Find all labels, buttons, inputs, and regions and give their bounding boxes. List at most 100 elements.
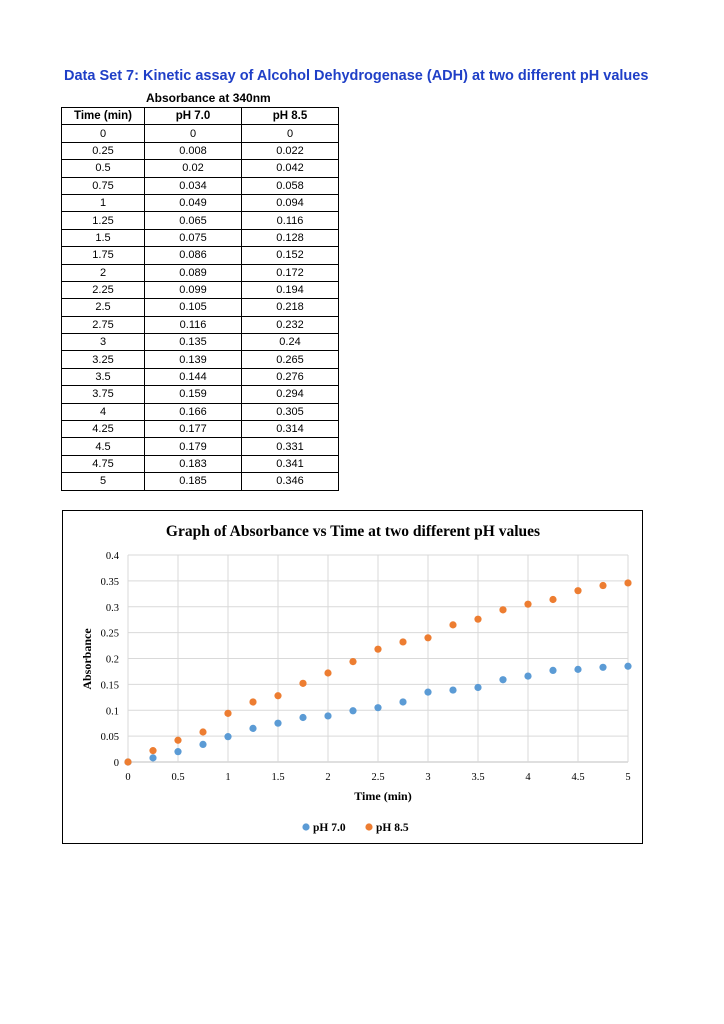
chart-frame: 0 0.05 0.1 0.15 0.2 0.25 0.3 0.35 0.4 0 0.5 1 1.5 2 2.… (62, 510, 643, 844)
table-row: 0.25 0.008 0.022 (61, 141, 339, 161)
table-header-row: Time (min) pH 7.0 pH 8.5 (61, 106, 339, 126)
cell-ph7: 0.185 (144, 472, 242, 491)
data-point-ph7 (474, 683, 482, 692)
cell-ph7: 0.135 (144, 333, 242, 352)
cell-time: 2.5 (61, 298, 145, 317)
cell-ph85: 0.294 (241, 385, 339, 404)
y-tick-label: 0.4 (106, 551, 120, 562)
data-point-ph85 (149, 747, 157, 755)
cell-time: 4.75 (61, 454, 145, 474)
cell-ph85: 0.022 (241, 141, 339, 161)
data-point-ph7 (324, 712, 332, 720)
x-tick-label: 3 (425, 772, 430, 783)
x-tick-label: 1 (225, 772, 230, 783)
data-point-ph85 (399, 638, 407, 646)
legend-marker (365, 823, 373, 831)
cell-ph7: 0.116 (144, 315, 242, 335)
column-header-time: Time (min) (61, 106, 145, 126)
cell-time: 3.25 (61, 350, 145, 369)
cell-ph7: 0.166 (144, 402, 242, 422)
points-layer (124, 579, 632, 766)
y-tick-label: 0.25 (101, 629, 119, 640)
y-axis-label: Absorbance (80, 628, 94, 690)
table-row: 2 0.089 0.172 (61, 263, 339, 282)
cell-time: 0.25 (61, 141, 145, 161)
cell-ph7: 0.144 (144, 367, 242, 387)
table-header: Time (min) pH 7.0 pH 8.5 (61, 106, 339, 126)
data-point-ph7 (249, 724, 257, 732)
data-point-ph85 (574, 587, 582, 595)
cell-ph85: 0.128 (241, 228, 339, 248)
cell-ph85: 0.305 (241, 402, 339, 422)
cell-ph85: 0.152 (241, 246, 339, 265)
data-point-ph85 (424, 634, 432, 642)
x-tick-label: 0 (125, 772, 130, 783)
cell-time: 0.5 (61, 159, 145, 178)
table-row: 1.25 0.065 0.116 (61, 211, 339, 230)
table-row: 4.25 0.177 0.314 (61, 420, 339, 439)
data-point-ph7 (224, 733, 232, 741)
cell-ph7: 0.008 (144, 141, 242, 161)
cell-time: 1.5 (61, 228, 145, 248)
cell-ph85: 0.218 (241, 298, 339, 317)
cell-ph85: 0.116 (241, 211, 339, 230)
cell-ph7: 0.086 (144, 246, 242, 265)
cell-time: 2.25 (61, 280, 145, 300)
x-tick-label: 2 (325, 772, 330, 783)
cell-ph85: 0.276 (241, 367, 339, 387)
data-point-ph85 (599, 581, 607, 590)
data-point-ph7 (524, 672, 532, 680)
data-point-ph85 (199, 728, 207, 736)
data-point-ph85 (299, 679, 307, 687)
data-point-ph7 (499, 676, 507, 684)
data-point-ph7 (599, 663, 607, 671)
x-tick-label: 4.5 (571, 772, 584, 783)
cell-time: 2.75 (61, 315, 145, 335)
axis-layer: 0 0.05 0.1 0.15 0.2 0.25 0.3 0.35 0.4 0 0.5 1 1.5 2 2.… (101, 551, 631, 783)
data-point-ph85 (449, 621, 457, 629)
data-point-ph7 (274, 719, 282, 727)
x-tick-label: 0.5 (171, 772, 184, 783)
cell-ph85: 0.314 (241, 420, 339, 439)
y-tick-label: 0.05 (101, 732, 119, 743)
cell-ph85: 0.24 (241, 333, 339, 352)
data-point-ph85 (249, 698, 257, 706)
cell-ph7: 0.183 (144, 454, 242, 474)
data-point-ph85 (224, 709, 232, 717)
table-row: 1 0.049 0.094 (61, 193, 339, 213)
legend-label: pH 8.5 (376, 822, 409, 834)
cell-ph85: 0.232 (241, 315, 339, 335)
cell-ph85: 0.331 (241, 437, 339, 456)
data-point-ph85 (499, 606, 507, 614)
table-row: 3 0.135 0.24 (61, 333, 339, 352)
legend-label: pH 7.0 (313, 822, 346, 834)
cell-ph85: 0.042 (241, 159, 339, 178)
data-point-ph85 (174, 736, 182, 744)
y-tick-label: 0.1 (106, 706, 119, 717)
table-row: 2.75 0.116 0.232 (61, 315, 339, 335)
data-point-ph7 (574, 665, 582, 673)
cell-ph85: 0.094 (241, 193, 339, 213)
x-tick-label: 1.5 (271, 772, 284, 783)
absorbance-header: Absorbance at 340nm (146, 91, 271, 105)
y-tick-label: 0.2 (106, 655, 119, 666)
column-header-ph85: pH 8.5 (241, 106, 339, 126)
table-body: 0 0 0 0.25 0.008 0.022 0.5 0.02 0.042 0.75 0.034 0.… (61, 124, 339, 491)
cell-ph7: 0.179 (144, 437, 242, 456)
cell-time: 1.25 (61, 211, 145, 230)
data-point-ph7 (299, 713, 307, 722)
data-point-ph7 (374, 704, 382, 712)
table-row: 3.5 0.144 0.276 (61, 367, 339, 387)
data-point-ph7 (174, 748, 182, 756)
data-point-ph7 (624, 662, 632, 670)
data-point-ph85 (624, 579, 632, 587)
data-point-ph7 (349, 707, 357, 715)
table-row: 2.5 0.105 0.218 (61, 298, 339, 317)
legend: pH 7.0 pH 8.5 (302, 822, 409, 834)
cell-ph7: 0.105 (144, 298, 242, 317)
cell-time: 5 (61, 472, 145, 491)
cell-ph7: 0.02 (144, 159, 242, 178)
table-row: 0.5 0.02 0.042 (61, 159, 339, 178)
cell-ph85: 0.058 (241, 176, 339, 195)
